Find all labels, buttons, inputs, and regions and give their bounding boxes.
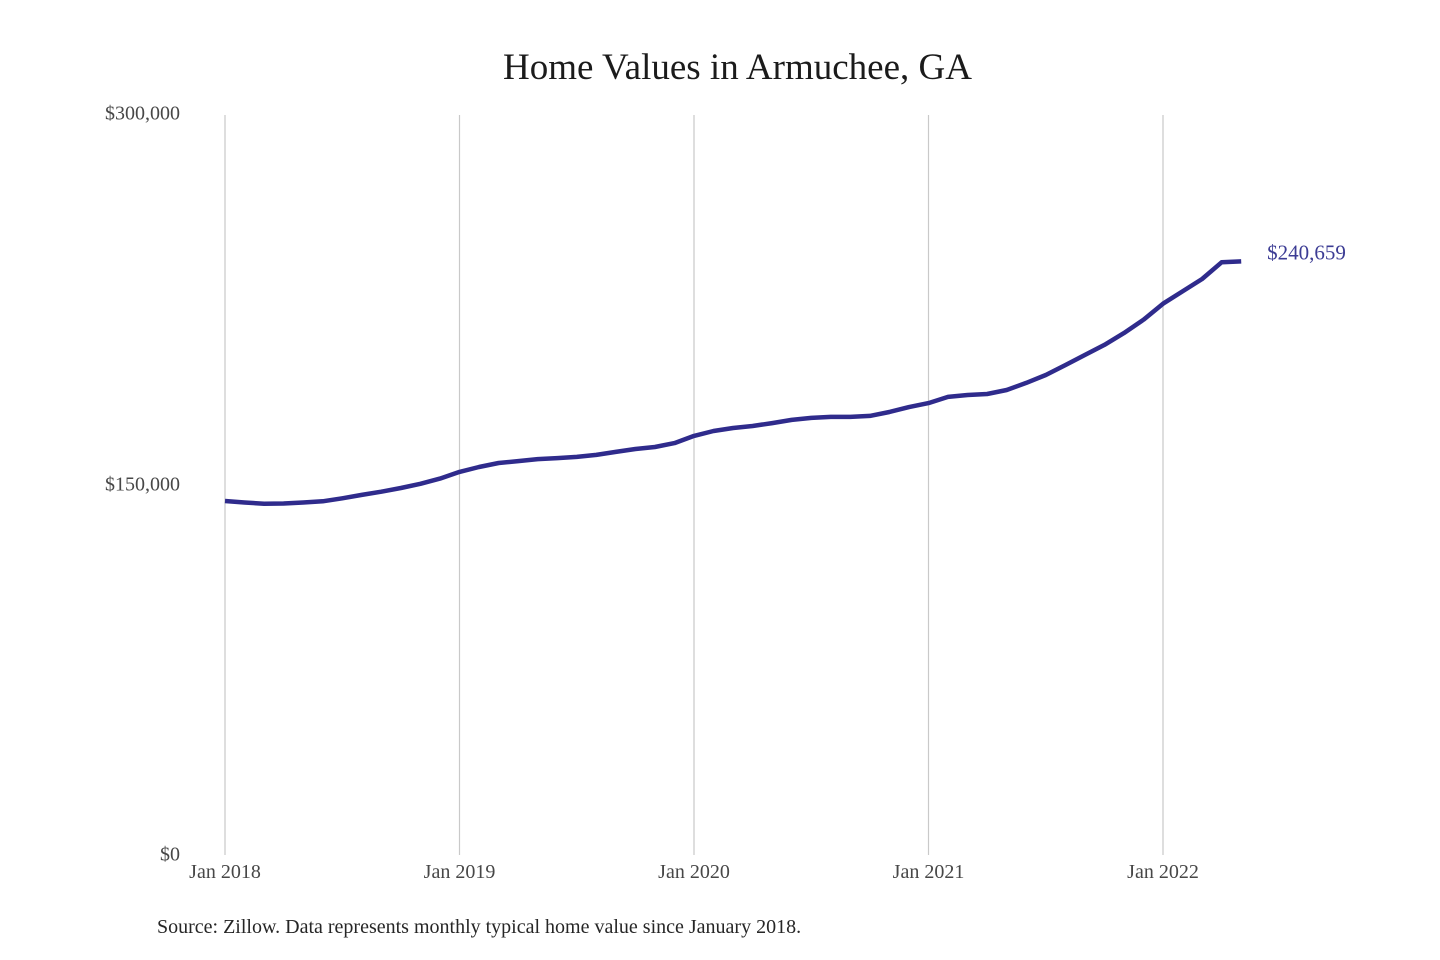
y-axis-tick-label-150000: $150,000 — [105, 473, 180, 496]
x-axis-tick-label-jan-2020: Jan 2020 — [658, 861, 730, 883]
current-value-label: $240,659 — [1267, 240, 1346, 265]
x-axis-tick-label-jan-2021: Jan 2021 — [892, 861, 965, 883]
y-axis-tick-label-300000: $300,000 — [105, 102, 180, 125]
home-value-line — [224, 259, 1242, 506]
x-axis-tick-label-jan-2018: Jan 2018 — [189, 861, 261, 883]
x-axis-tick-label-jan-2022: Jan 2022 — [1127, 861, 1199, 883]
y-axis-tick-label-0: $0 — [160, 843, 180, 866]
chart-title: Home Values in Armuchee, GA — [503, 47, 972, 88]
source-note: Source: Zillow. Data represents monthly … — [157, 916, 802, 938]
x-axis-tick-label-jan-2019: Jan 2019 — [423, 861, 496, 883]
